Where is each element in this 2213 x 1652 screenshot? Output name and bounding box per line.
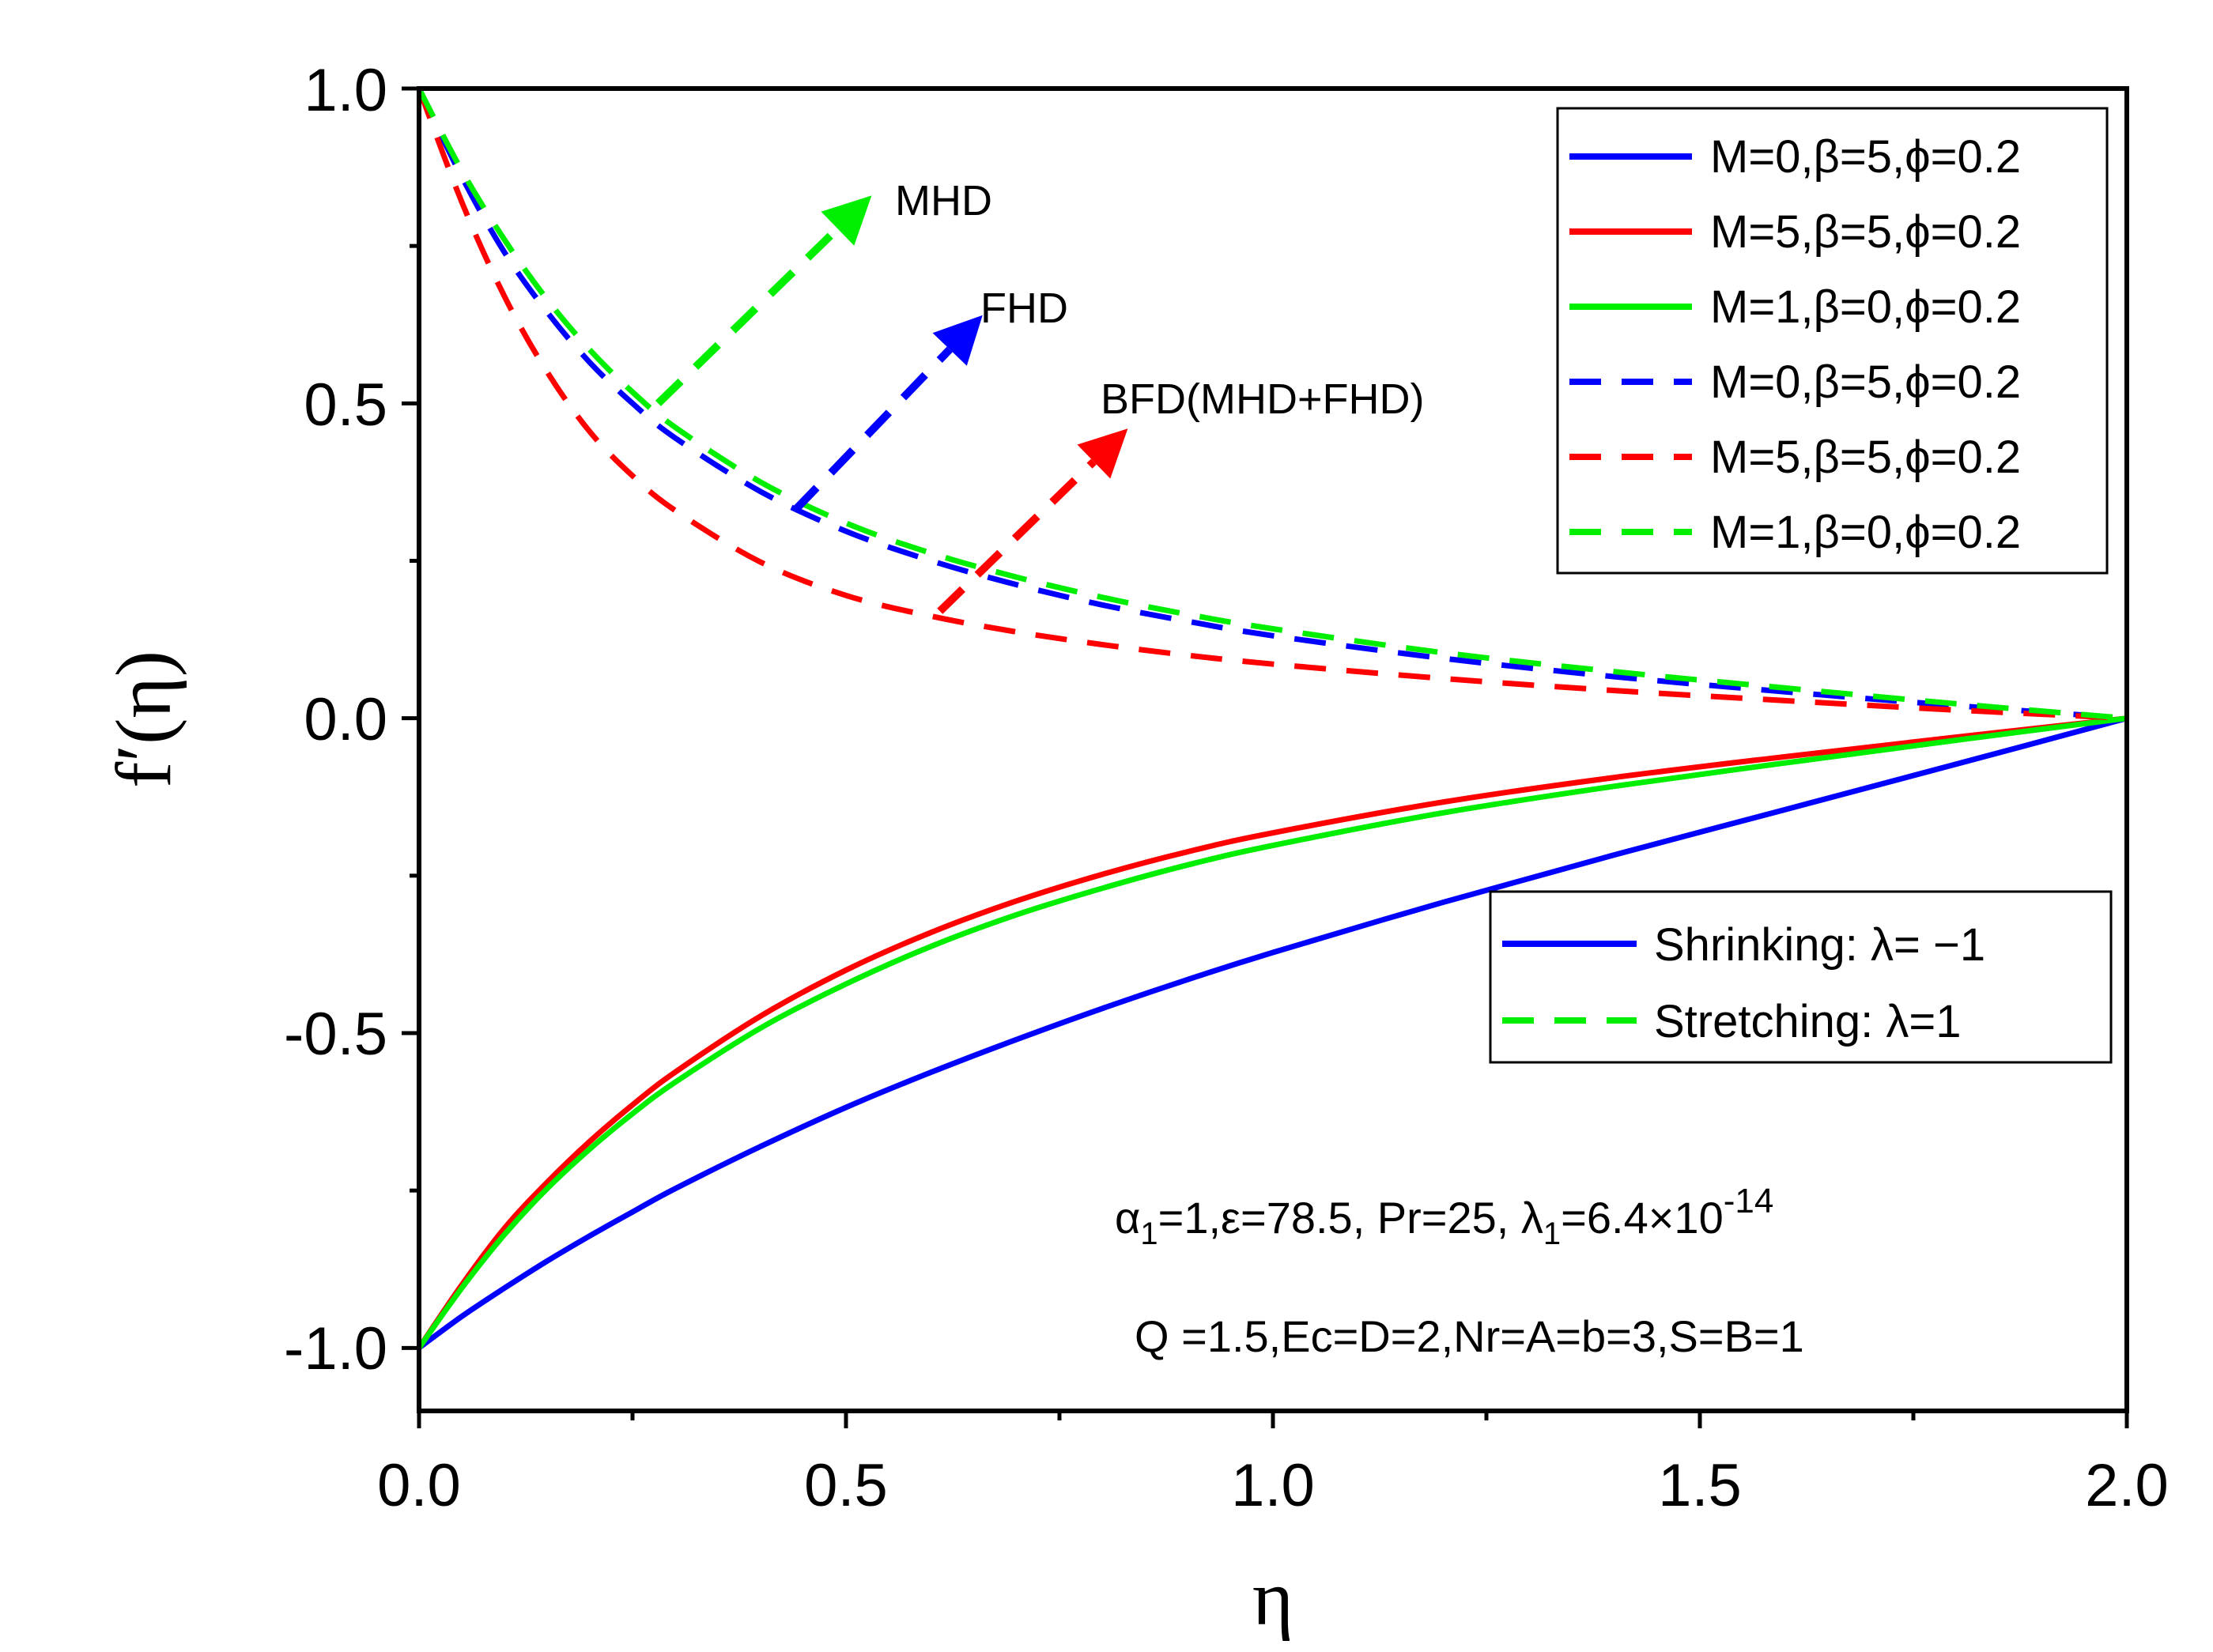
series-lines	[416, 87, 2128, 1351]
annotation-arrow-shaft	[937, 458, 1097, 614]
x-tick-label: 1.5	[1658, 1452, 1742, 1519]
note-subscript: 1	[1140, 1216, 1157, 1251]
annotation-arrow-head	[1077, 428, 1128, 479]
legend-label: M=0,β=5,ϕ=0.2	[1710, 131, 2021, 183]
note-text: =6.4×10	[1561, 1193, 1724, 1243]
legend-box	[1556, 107, 2109, 575]
legend-label: M=1,β=0,ϕ=0.2	[1710, 507, 2021, 558]
legend-swatches	[1502, 941, 1637, 1024]
y-tick-label: -0.5	[284, 1001, 387, 1068]
note-superscript: -14	[1724, 1182, 1774, 1220]
x-tick-label: 0.0	[377, 1452, 461, 1519]
annotation-mhd: MHD	[895, 177, 992, 224]
series-line-stretching-5	[416, 87, 2128, 722]
legend-case: Shrinking: λ= −1 Stretching: λ=1	[1489, 890, 2113, 1064]
annotation-arrows	[655, 195, 1128, 614]
y-tick-labels: -1.0 -0.5 0.0 0.5 1.0	[284, 57, 387, 1382]
x-tick-label: 1.0	[1231, 1452, 1315, 1519]
annotation-arrow-shaft	[791, 346, 953, 514]
note-symbol: λ	[1521, 1193, 1543, 1243]
annotation-bfd: BFD(MHD+FHD)	[1101, 375, 1424, 423]
legend-series: M=0,β=5,ϕ=0.2 M=5,β=5,ϕ=0.2 M=1,β=0,ϕ=0.…	[1556, 107, 2109, 575]
note-subscript: 1	[1543, 1216, 1561, 1251]
x-tick-label: 0.5	[804, 1452, 888, 1519]
series-line-stretching-4	[416, 87, 2128, 722]
series-line-shrinking-0	[417, 715, 2128, 1351]
parameter-note-1: α1=1,ε=78.5, Pr=25, λ1=6.4×10-14	[1115, 1182, 1773, 1251]
series-line-shrinking-1	[417, 715, 2128, 1350]
legend-label: M=5,β=5,ϕ=0.2	[1710, 432, 2021, 483]
y-tick-label: 1.0	[304, 57, 387, 124]
legend-label: M=1,β=0,ϕ=0.2	[1710, 281, 2021, 333]
y-tick-label: 0.0	[304, 686, 387, 753]
plot-frame	[417, 86, 2129, 1413]
annotation-fhd: FHD	[980, 285, 1068, 332]
legend-box	[1489, 890, 2113, 1064]
legend-label: M=5,β=5,ϕ=0.2	[1710, 206, 2021, 258]
note-text: =1,ε=78.5, Pr=25,	[1158, 1193, 1521, 1243]
legend-label: Shrinking: λ= −1	[1654, 919, 1985, 971]
x-tick-label: 2.0	[2085, 1452, 2169, 1519]
legend-swatches	[1569, 153, 1692, 535]
y-tick-label: 0.5	[304, 372, 387, 439]
annotation-arrow-head	[821, 195, 872, 246]
annotation-arrow-head	[932, 315, 983, 366]
y-axis-title: f′(η)	[100, 651, 187, 788]
series-line-stretching-3	[416, 87, 2128, 722]
y-tick-label: -1.0	[284, 1315, 387, 1382]
x-axis-title: η	[1252, 1554, 1293, 1642]
x-tick-labels: 0.0 0.5 1.0 1.5 2.0	[377, 1452, 2169, 1519]
parameter-note-2: Q =1.5,Ec=D=2,Nr=A=b=3,S=B=1	[1135, 1311, 1804, 1361]
series-line-shrinking-2	[417, 715, 2128, 1350]
legend-label: Stretching: λ=1	[1654, 996, 1962, 1047]
annotation-arrow-shaft	[655, 225, 840, 406]
legend-label: M=0,β=5,ϕ=0.2	[1710, 356, 2021, 408]
note-symbol: α	[1115, 1193, 1140, 1243]
